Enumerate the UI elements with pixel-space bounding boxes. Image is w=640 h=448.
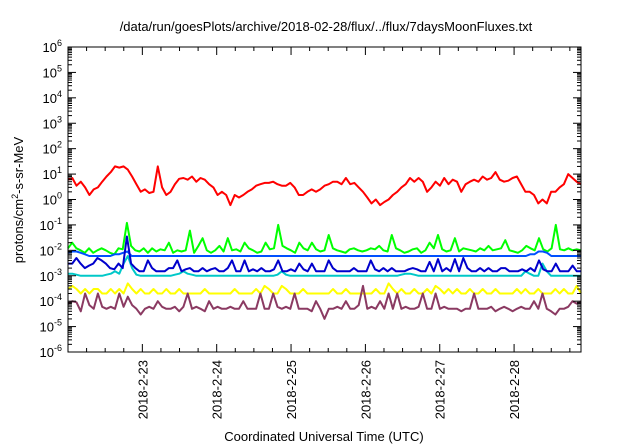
y-tick-label-exp: -3 (54, 267, 62, 277)
y-tick-label-base: 10 (40, 243, 54, 258)
x-tick-label: 2018-2-25 (284, 360, 299, 419)
y-tick-label-exp: -1 (54, 216, 62, 226)
y-tick-label: 100 (43, 191, 62, 208)
series-line-3 (67, 250, 581, 257)
x-tick-label: 2018-2-27 (433, 360, 448, 419)
y-tick-label-exp: -6 (54, 343, 62, 353)
y-tick-label-exp: 5 (57, 63, 62, 73)
y-tick-label-base: 10 (40, 218, 54, 233)
y-tick-label-base: 10 (40, 269, 54, 284)
y-tick-label: 102 (43, 140, 62, 157)
y-tick-label: 105 (43, 63, 62, 80)
y-tick-label-base: 10 (43, 65, 57, 80)
y-tick-label: 101 (43, 165, 62, 182)
y-tick-label-exp: 3 (57, 114, 62, 124)
y-tick-label-base: 10 (40, 294, 54, 309)
y-tick-label: 10-6 (40, 343, 62, 360)
y-tick-label: 10-3 (40, 267, 62, 284)
y-tick-label: 10-1 (40, 216, 62, 233)
y-axis-label-rest: -s-sr-MeV (11, 136, 26, 193)
y-tick-label: 103 (43, 114, 62, 131)
y-axis-label-main: protons/cm (11, 199, 26, 263)
y-tick-label: 104 (43, 89, 62, 106)
y-tick-label-exp: 6 (57, 38, 62, 48)
chart-title: /data/run/goesPlots/archive/2018-02-28/f… (120, 19, 533, 34)
x-axis: 2018-2-23 2018-2-24 2018-2-25 2018-2-26 2018… (86, 47, 571, 419)
y-tick-label: 10-2 (40, 241, 62, 258)
y-tick-label-base: 10 (43, 193, 57, 208)
y-tick-label-exp: 0 (57, 191, 62, 201)
series-line-1 (67, 165, 582, 207)
y-tick-label-base: 10 (43, 167, 57, 182)
y-tick-label-base: 10 (40, 320, 54, 335)
x-tick-label: 2018-2-24 (210, 360, 225, 419)
y-axis-label: protons/cm2-s-sr-MeV (10, 136, 26, 263)
y-tick-label: 106 (43, 38, 62, 55)
series-line-2 (67, 221, 582, 256)
y-tick-label-base: 10 (43, 142, 57, 157)
y-tick-label: 10-5 (40, 318, 62, 335)
y-tick-label-base: 10 (40, 345, 54, 360)
y-tick-label-base: 10 (43, 40, 57, 55)
y-tick-label-exp: 2 (57, 140, 62, 150)
series-line-4 (68, 255, 581, 277)
x-axis-label: Coordinated Universal Time (UTC) (224, 429, 423, 444)
x-tick-label: 2018-2-28 (507, 360, 522, 419)
y-tick-label-exp: -4 (54, 292, 62, 302)
series-line-5 (68, 235, 581, 273)
y-axis-label-sup: 2 (10, 194, 20, 199)
y-tick-label: 10-4 (40, 292, 62, 309)
series-line-7 (67, 284, 582, 320)
x-tick-label: 2018-2-23 (135, 360, 150, 419)
y-tick-label-exp: 1 (57, 165, 62, 175)
x-tick-label: 2018-2-26 (358, 360, 373, 419)
series-layer (67, 165, 582, 320)
y-tick-label-exp: -2 (54, 241, 62, 251)
series-line-6 (67, 282, 582, 295)
y-tick-label-exp: -5 (54, 318, 62, 328)
y-tick-label-base: 10 (43, 91, 57, 106)
y-axis: 10-610-510-410-310-210-11001011021031041… (40, 38, 581, 360)
y-tick-label-exp: 4 (57, 89, 62, 99)
y-tick-label-base: 10 (43, 116, 57, 131)
